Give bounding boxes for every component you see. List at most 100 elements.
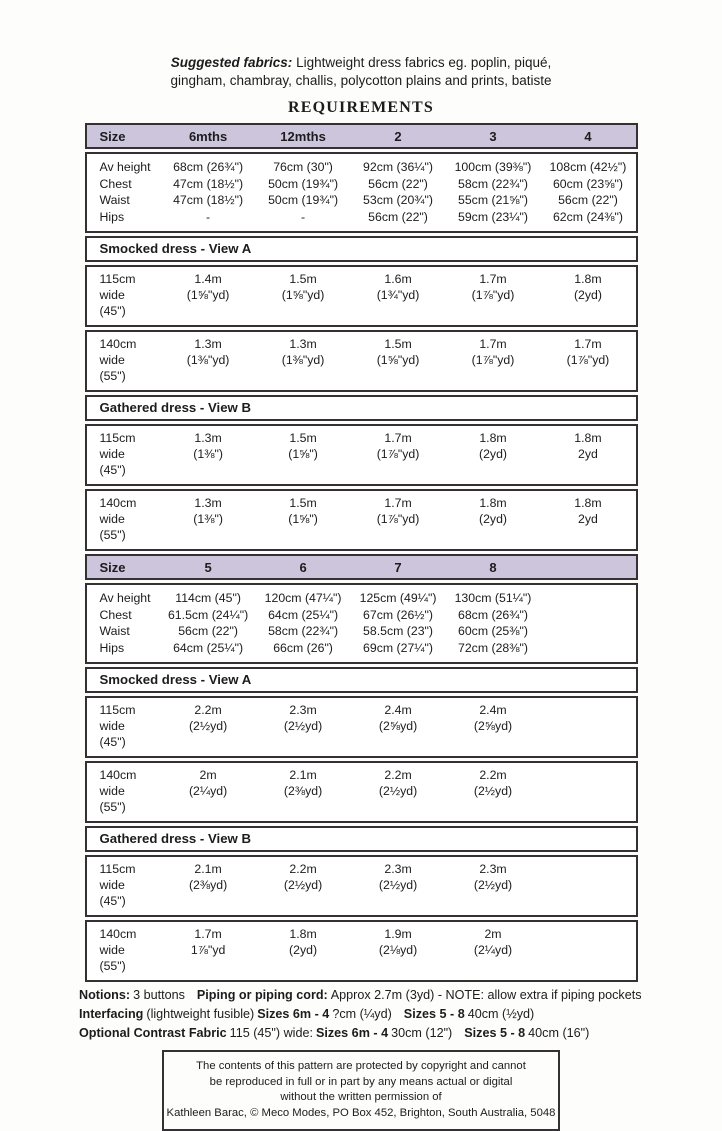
pattern-requirements-page: Suggested fabrics: Lightweight dress fab… bbox=[0, 54, 722, 1131]
fabric-row-140cm: 140cm wide (55") 2m (2¼yd) 2.1m (2⅜yd) 2… bbox=[84, 761, 638, 823]
measurement-value: 120cm (47¼") bbox=[264, 591, 342, 605]
measurement-value: - bbox=[206, 209, 211, 224]
body-measurements-band: Av height 114cm (45") 120cm (47¼") 125cm… bbox=[84, 583, 638, 664]
fabric-amount: 1.5m (1⅝") bbox=[288, 496, 318, 526]
notions-label: Notions: bbox=[79, 988, 131, 1002]
copyright-line: be reproduced in full or in part by any … bbox=[209, 1075, 513, 1088]
measurement-value: 62cm (24⅜") bbox=[552, 209, 623, 224]
fabric-amount: 2m (2¼yd) bbox=[188, 768, 228, 798]
fabric-amount: 1.5m (1⅝"yd) bbox=[281, 272, 325, 302]
measurement-label: Av height bbox=[99, 591, 151, 605]
measurement-value: 50cm (19¾") bbox=[268, 176, 339, 191]
column-header-8: 8 bbox=[489, 559, 497, 575]
measurement-value: 92cm (36¼") bbox=[363, 160, 434, 174]
fabric-amount: 1.7m (1⅞"yd) bbox=[471, 272, 515, 302]
copyright-line: Kathleen Barac, © Meco Modes, PO Box 452… bbox=[166, 1106, 556, 1119]
copyright-box: The contents of this pattern are protect… bbox=[162, 1050, 560, 1131]
measurement-label: Waist bbox=[99, 193, 130, 207]
notions-line-1: Notions: 3 buttons Piping or piping cord: A… bbox=[79, 986, 657, 1005]
measurement-value: 64cm (25¼") bbox=[173, 640, 244, 655]
measurement-value: 56cm (22") bbox=[368, 209, 428, 224]
measurement-row-hips: Hips - - 56cm (22") 59cm (23¼") 62cm (24… bbox=[87, 209, 636, 226]
copyright-line: The contents of this pattern are protect… bbox=[196, 1060, 526, 1072]
measurement-label: Waist bbox=[99, 624, 130, 638]
empty-cell bbox=[540, 861, 635, 909]
requirements-title: REQUIREMENTS bbox=[288, 99, 434, 116]
fabric-amount: 1.3m (1⅜"yd) bbox=[186, 337, 230, 367]
fabric-row-140cm: 140cm wide (55") 1.3m (1⅜"yd) 1.3m (1⅜"y… bbox=[84, 330, 638, 392]
measurement-row-avheight: Av height 68cm (26¾") 76cm (30") 92cm (3… bbox=[87, 159, 636, 176]
fabric-amount: 1.7m (1⅞"yd) bbox=[566, 337, 610, 367]
fabric-row-140cm: 140cm wide (55") 1.3m (1⅜") 1.5m (1⅝") 1… bbox=[84, 489, 638, 551]
measurement-value: 56cm (22") bbox=[178, 624, 238, 638]
fabric-amount: 2.2m (2½yd) bbox=[188, 703, 228, 733]
measurement-value: 56cm (22") bbox=[558, 193, 618, 207]
column-header-4: 4 bbox=[584, 128, 592, 144]
fabric-width-label: 115cm wide (45") bbox=[99, 431, 136, 477]
sizes-6m-4-label: Sizes 6m - 4 bbox=[257, 1007, 330, 1021]
column-header-7: 7 bbox=[394, 559, 402, 575]
measurement-value: 130cm (51¼") bbox=[454, 591, 532, 605]
size-column-header: Size bbox=[99, 128, 126, 144]
measurement-value: 47cm (18½") bbox=[173, 193, 244, 207]
measurement-value: 67cm (26½") bbox=[363, 607, 434, 622]
empty-cell bbox=[540, 926, 635, 974]
fabric-amount: 2.3m (2½yd) bbox=[283, 703, 323, 733]
fabric-amount: 1.5m (1⅝"yd) bbox=[376, 337, 420, 367]
measurement-value: 68cm (26¾") bbox=[458, 607, 528, 622]
piping-value: Approx 2.7m (3yd) - NOTE: allow extra if… bbox=[330, 988, 642, 1002]
suggested-fabrics-line2: gingham, chambray, challis, polycotton p… bbox=[170, 73, 552, 88]
measurement-value: 58cm (22¾") bbox=[458, 176, 528, 191]
measurement-value: - bbox=[301, 209, 306, 224]
size-table-small: Size 6mths 12mths 2 3 4 Av height 68cm (… bbox=[84, 123, 638, 551]
suggested-fabrics-text: Suggested fabrics: Lightweight dress fab… bbox=[0, 54, 722, 90]
measurement-value: 60cm (25⅜") bbox=[458, 624, 528, 638]
measurement-label: Hips bbox=[99, 209, 125, 224]
contrast-fabric-label: Optional Contrast Fabric bbox=[79, 1026, 227, 1040]
interfacing-label: Interfacing bbox=[79, 1007, 144, 1021]
notions-block: Notions: 3 buttons Piping or piping cord: A… bbox=[79, 986, 657, 1043]
column-header-12mths: 12mths bbox=[280, 128, 326, 144]
piping-label: Piping or piping cord: bbox=[196, 988, 328, 1002]
section-title-smocked-view-a: Smocked dress - View A bbox=[84, 667, 638, 693]
notions-line-3: Optional Contrast Fabric 115 (45") wide: S… bbox=[79, 1024, 657, 1043]
empty-cell bbox=[540, 623, 635, 640]
copyright-line: without the written permission of bbox=[280, 1091, 442, 1103]
fabric-width-label: 115cm wide (45") bbox=[99, 862, 136, 908]
measurement-row-chest: Chest 47cm (18½") 50cm (19¾") 56cm (22")… bbox=[87, 176, 636, 193]
fabric-width-label: 115cm wide (45") bbox=[99, 703, 136, 749]
fabric-row-115cm: 115cm wide (45") 1.3m (1⅜") 1.5m (1⅝") 1… bbox=[84, 424, 638, 486]
section-title-smocked-view-a: Smocked dress - View A bbox=[84, 236, 638, 262]
fabric-amount: 2.1m (2⅜yd) bbox=[188, 862, 228, 892]
table-header-row: Size 6mths 12mths 2 3 4 bbox=[84, 123, 638, 149]
measurement-row-chest: Chest 61.5cm (24¼") 64cm (25¼") 67cm (26… bbox=[87, 607, 636, 624]
sizes-5-8-label: Sizes 5 - 8 bbox=[464, 1026, 526, 1040]
measurement-value: 60cm (23⅝") bbox=[552, 176, 623, 191]
measurement-value: 56cm (22") bbox=[368, 176, 428, 191]
measurement-label: Chest bbox=[99, 176, 132, 191]
fabric-row-115cm: 115cm wide (45") 1.4m (1⅝"yd) 1.5m (1⅝"y… bbox=[84, 265, 638, 327]
empty-cell bbox=[540, 590, 635, 607]
column-header-6: 6 bbox=[299, 559, 307, 575]
measurement-value: 72cm (28⅜") bbox=[458, 640, 528, 655]
fabric-row-115cm: 115cm wide (45") 2.1m (2⅜yd) 2.2m (2½yd)… bbox=[84, 855, 638, 917]
fabric-amount: 1.3m (1⅜") bbox=[193, 431, 223, 461]
empty-cell bbox=[540, 607, 635, 624]
sizes-5-8-value: 40cm (16") bbox=[528, 1026, 590, 1040]
measurement-value: 66cm (26") bbox=[273, 640, 333, 655]
measurement-value: 64cm (25¼") bbox=[268, 607, 339, 622]
fabric-amount: 2.3m (2½yd) bbox=[378, 862, 418, 892]
sizes-6m-4-value: 30cm (12") bbox=[391, 1026, 453, 1040]
size-column-header: Size bbox=[99, 559, 126, 575]
fabric-amount: 1.8m (2yd) bbox=[573, 272, 602, 302]
column-header-6mths: 6mths bbox=[188, 128, 228, 144]
fabric-amount: 1.8m 2yd bbox=[574, 431, 602, 461]
empty-cell bbox=[540, 640, 635, 657]
fabric-width-label: 115cm wide (45") bbox=[99, 272, 136, 318]
notions-line-2: Interfacing (lightweight fusible) Sizes 6m… bbox=[79, 1005, 657, 1024]
fabric-amount: 2m (2¼yd) bbox=[473, 927, 513, 957]
notions-value: 3 buttons bbox=[133, 988, 185, 1002]
measurement-value: 114cm (45") bbox=[175, 591, 241, 605]
sizes-5-8-value: 40cm (½yd) bbox=[467, 1007, 535, 1021]
fabric-amount: 1.8m (2yd) bbox=[478, 496, 508, 526]
